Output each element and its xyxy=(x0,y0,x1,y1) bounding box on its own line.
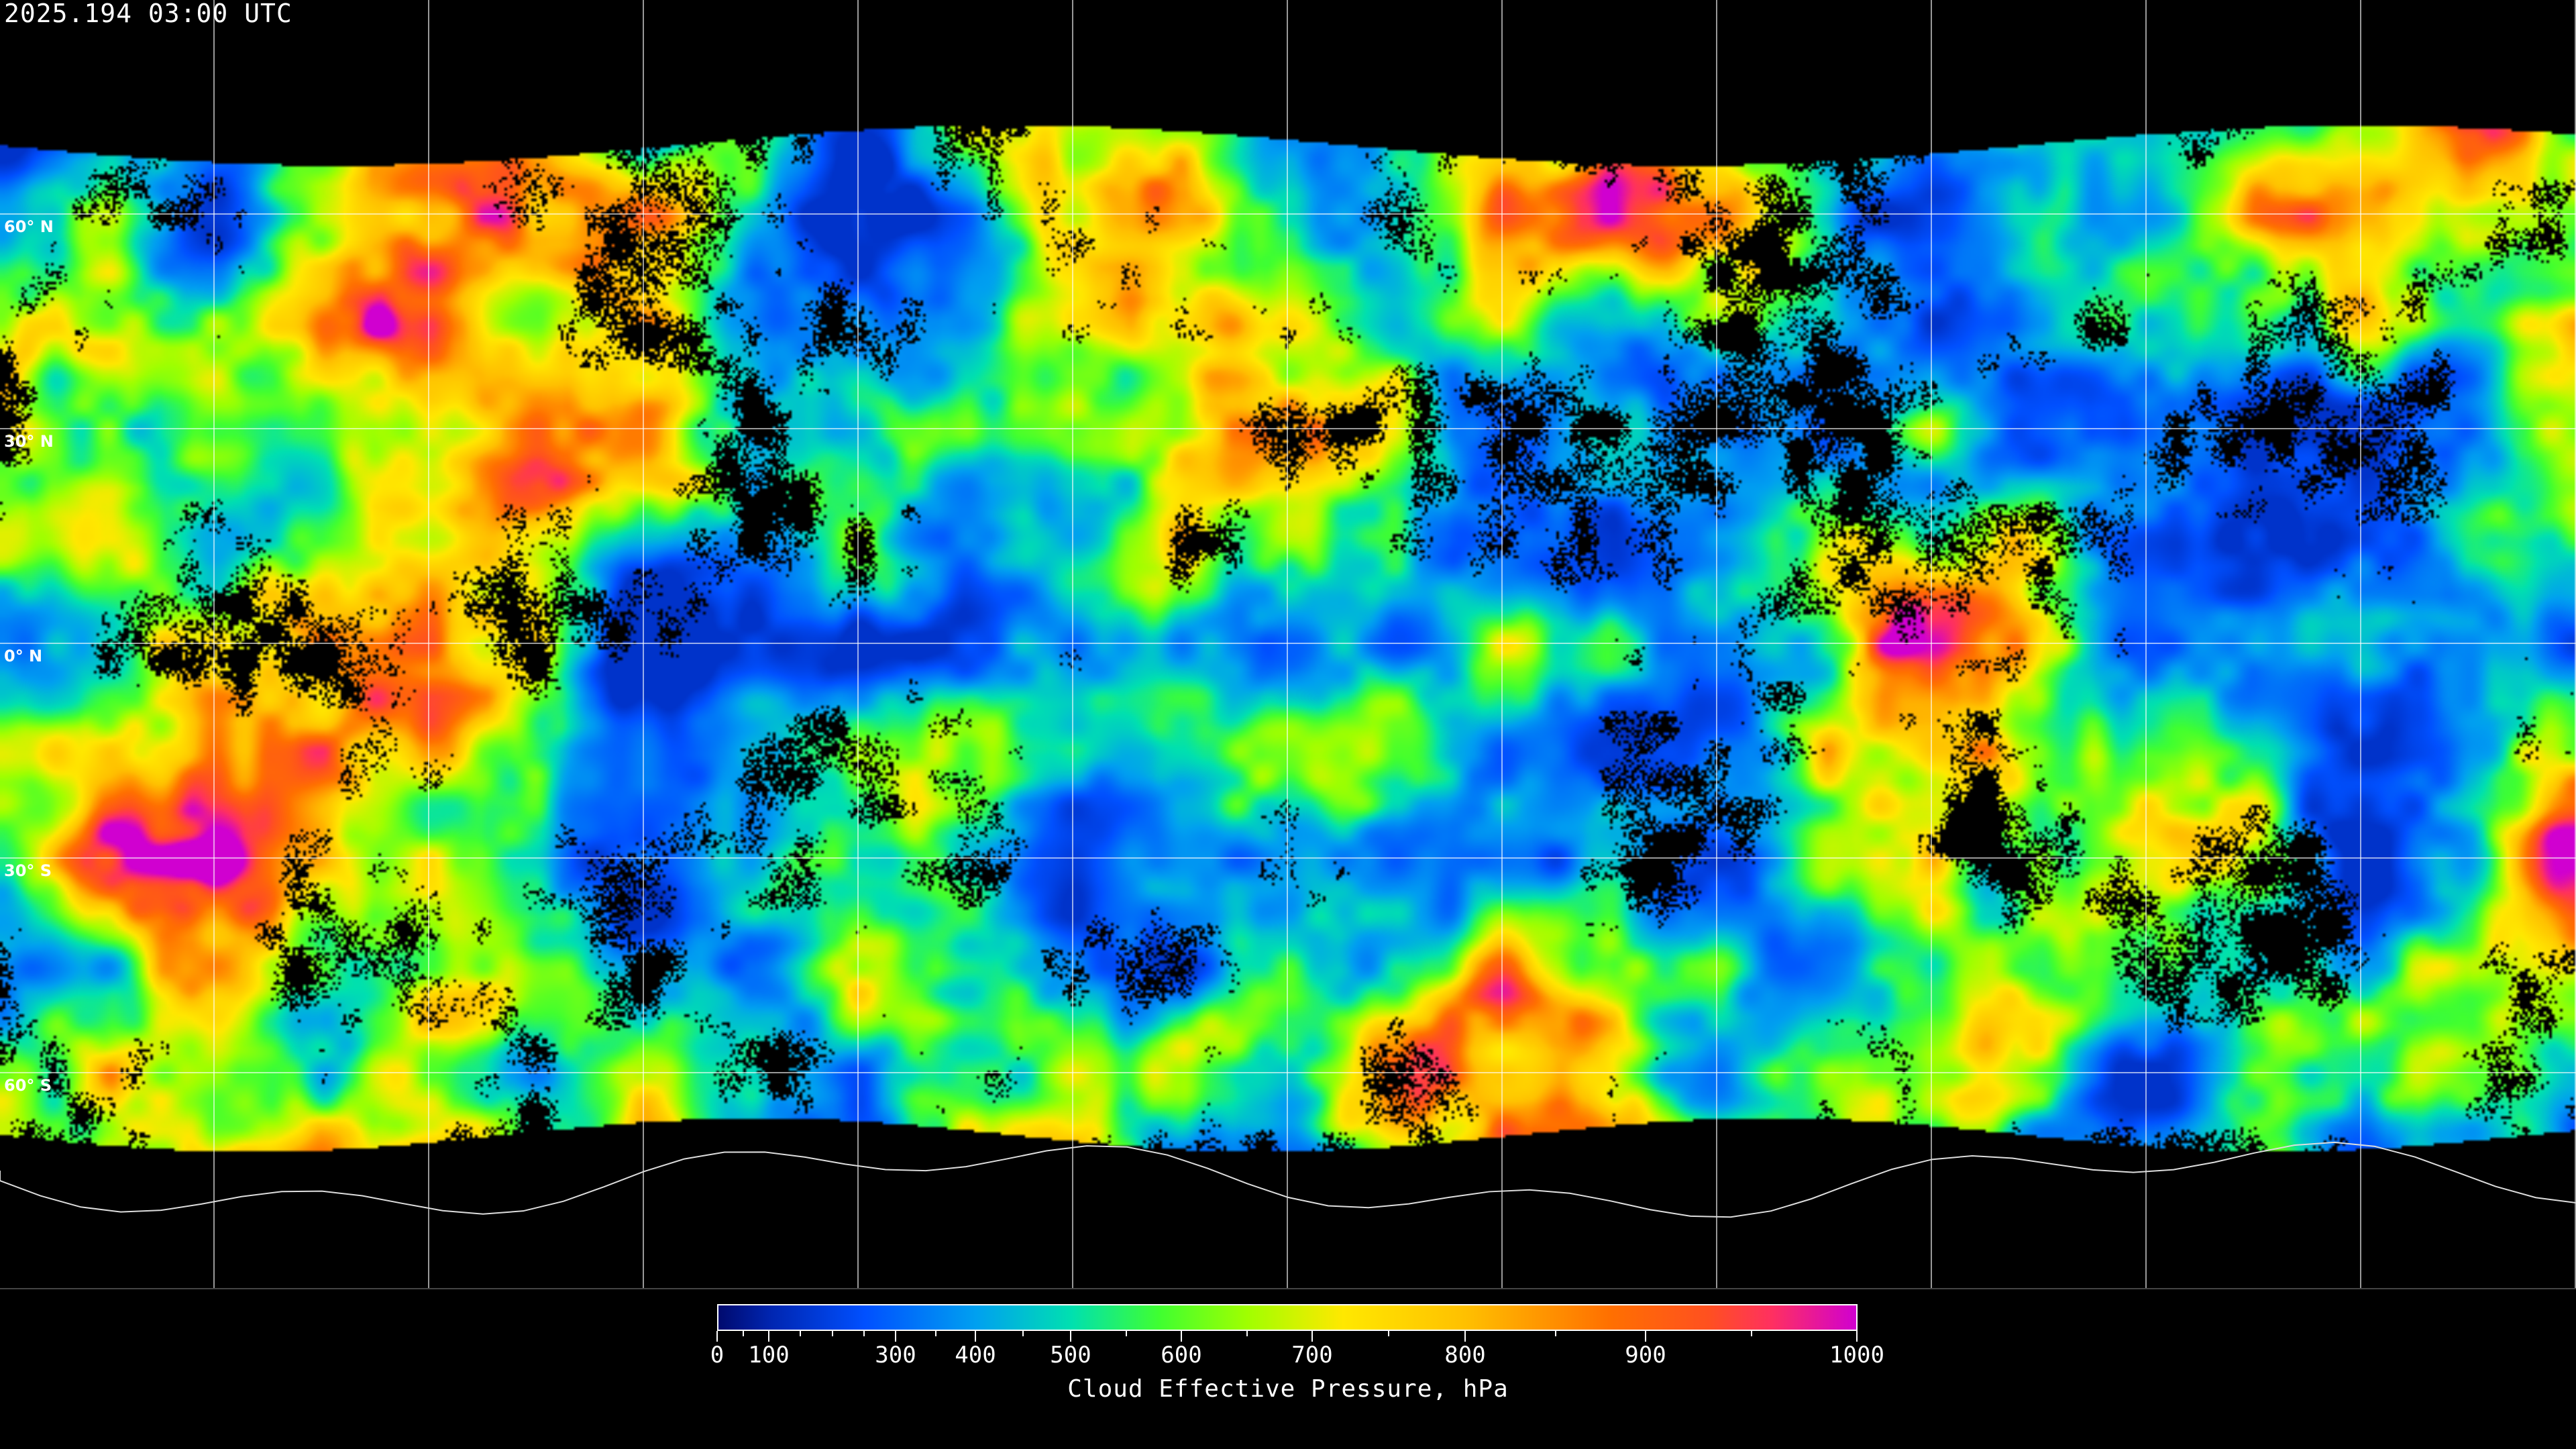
timestamp-title: 2025.194 03:00 UTC xyxy=(4,0,292,28)
colorbar-tick-label: 400 xyxy=(955,1342,996,1368)
colorbar-major-tick xyxy=(1070,1331,1071,1342)
colorbar-tick-label: 1000 xyxy=(1829,1342,1884,1368)
colorbar-tick-label: 600 xyxy=(1161,1342,1202,1368)
lat-label-60s: 60° S xyxy=(4,1076,52,1095)
colorbar-tick-label: 700 xyxy=(1291,1342,1333,1368)
colorbar-tick-label: 800 xyxy=(1444,1342,1486,1368)
lat-label-equator: 0° N xyxy=(4,647,43,665)
colorbar-major-tick xyxy=(1311,1331,1313,1342)
colorbar-tick-label: 500 xyxy=(1050,1342,1091,1368)
lat-label-60n: 60° N xyxy=(4,217,54,236)
colorbar-minor-tick xyxy=(831,1331,833,1336)
colorbar-minor-tick xyxy=(863,1331,865,1336)
colorbar-major-tick xyxy=(768,1331,769,1342)
coastline xyxy=(0,1141,2576,1218)
colorbar-minor-tick xyxy=(1554,1331,1556,1336)
colorbar-minor-tick xyxy=(1125,1331,1127,1336)
colorbar-tick-label: 100 xyxy=(748,1342,790,1368)
colorbar-minor-tick xyxy=(1750,1331,1752,1336)
colorbar-major-tick xyxy=(895,1331,896,1342)
colorbar-legend: 0 100 300 400 500 600 700 800 900 1000 Cloud Effe… xyxy=(0,1288,2576,1449)
lat-label-30n: 30° N xyxy=(4,432,54,451)
colorbar-major-tick xyxy=(1645,1331,1646,1342)
colorbar-major-tick xyxy=(1464,1331,1466,1342)
colorbar-major-tick xyxy=(1181,1331,1182,1342)
colorbar-minor-tick xyxy=(1022,1331,1024,1336)
colorbar-major-tick xyxy=(1856,1331,1858,1342)
satellite-imagery xyxy=(0,0,2576,1288)
colorbar-minor-tick xyxy=(1246,1331,1248,1336)
lat-label-30s: 30° S xyxy=(4,861,52,880)
colorbar-title: Cloud Effective Pressure, hPa xyxy=(1067,1375,1509,1403)
colorbar-major-tick xyxy=(716,1331,718,1342)
colorbar-minor-tick xyxy=(934,1331,936,1336)
colorbar-tick-label: 900 xyxy=(1625,1342,1666,1368)
colorbar-minor-tick xyxy=(800,1331,802,1336)
colorbar-tick-label: 0 xyxy=(710,1342,724,1368)
colorbar-tick-label: 300 xyxy=(875,1342,916,1368)
lat-lon-grid xyxy=(0,0,2576,1288)
colorbar-minor-tick xyxy=(1388,1331,1389,1336)
colorbar-gradient xyxy=(717,1304,1858,1331)
colorbar-major-tick xyxy=(975,1331,976,1342)
cloud-pressure-map: 2025.194 03:00 UTC 60° N 30° N 0° N 30° … xyxy=(0,0,2576,1289)
colorbar-minor-tick xyxy=(742,1331,744,1336)
